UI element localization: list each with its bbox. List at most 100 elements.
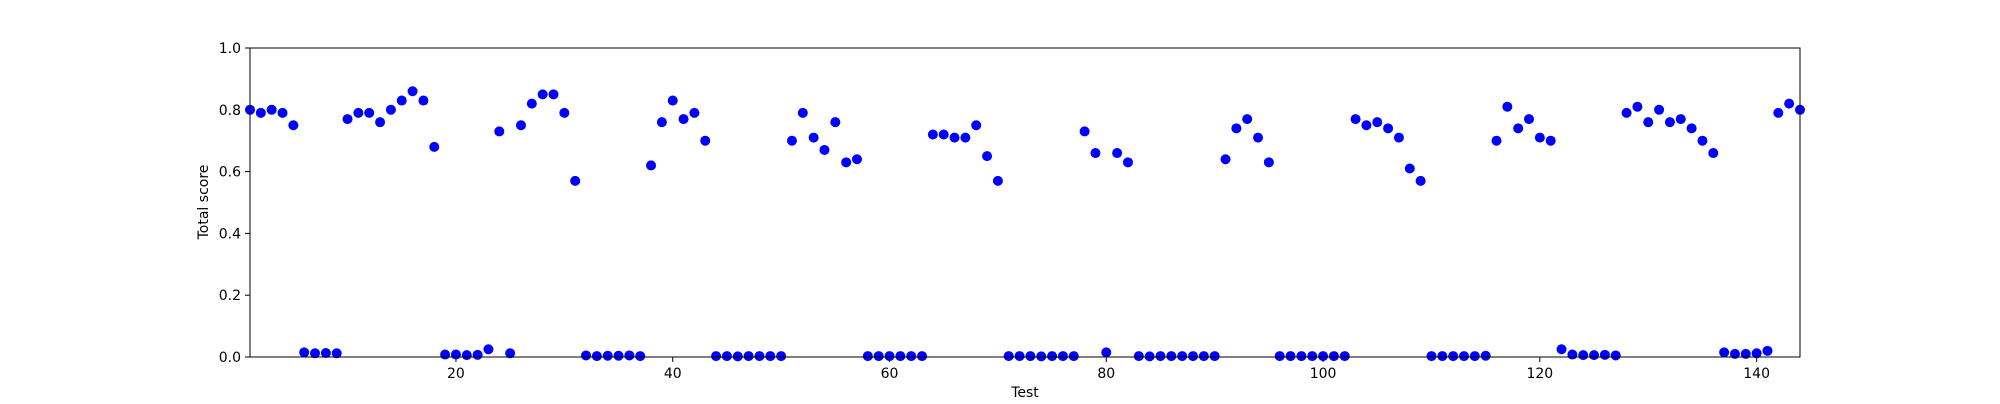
- data-point: [1014, 351, 1025, 362]
- y-axis-label: Total score: [196, 165, 212, 241]
- data-point: [960, 132, 971, 143]
- data-point: [754, 351, 765, 362]
- data-point: [461, 350, 472, 361]
- data-point: [1057, 351, 1068, 362]
- data-point: [1339, 351, 1350, 362]
- data-point: [1502, 101, 1513, 112]
- data-point: [537, 89, 548, 100]
- data-point: [765, 351, 776, 362]
- data-point: [1003, 351, 1014, 362]
- data-point: [971, 120, 982, 131]
- data-point: [1263, 157, 1274, 168]
- data-point: [1643, 117, 1654, 128]
- data-point: [646, 160, 657, 171]
- data-point: [949, 132, 960, 143]
- data-point: [895, 351, 906, 362]
- data-point: [494, 126, 505, 137]
- data-point: [1480, 350, 1491, 361]
- data-point: [591, 351, 602, 362]
- data-point: [1350, 114, 1361, 125]
- data-point: [1188, 351, 1199, 362]
- data-point: [1122, 157, 1133, 168]
- data-point: [1177, 351, 1188, 362]
- data-point: [1632, 101, 1643, 112]
- data-point: [1784, 98, 1795, 109]
- y-tick-label: 0.4: [219, 226, 241, 242]
- data-point: [1599, 349, 1610, 360]
- y-tick-label: 0.8: [219, 103, 241, 119]
- data-point: [450, 349, 461, 360]
- x-tick-label: 140: [1743, 366, 1770, 382]
- data-point: [906, 351, 917, 362]
- x-tick-label: 40: [664, 366, 682, 382]
- data-point: [1025, 351, 1036, 362]
- data-point: [581, 350, 592, 361]
- data-point: [429, 141, 440, 152]
- data-point: [505, 348, 516, 359]
- data-point: [1328, 351, 1339, 362]
- data-point: [266, 104, 277, 115]
- data-point: [667, 95, 678, 106]
- data-point: [1036, 351, 1047, 362]
- data-point: [375, 117, 386, 128]
- y-tick-label: 0.0: [219, 350, 241, 366]
- data-point: [1524, 114, 1535, 125]
- data-point: [873, 351, 884, 362]
- data-point: [851, 154, 862, 165]
- data-point: [559, 107, 570, 118]
- data-point: [255, 107, 266, 118]
- x-axis-label: Test: [1010, 385, 1039, 400]
- y-tick-label: 1.0: [219, 41, 241, 57]
- data-point: [1220, 154, 1231, 165]
- data-point: [1437, 351, 1448, 362]
- data-point: [992, 175, 1003, 186]
- data-point: [1513, 123, 1524, 134]
- data-point: [1047, 351, 1058, 362]
- data-point: [385, 104, 396, 115]
- data-point: [602, 350, 613, 361]
- data-point: [884, 351, 895, 362]
- plot-frame: [249, 47, 1801, 358]
- data-point: [1415, 175, 1426, 186]
- data-point: [635, 351, 646, 362]
- data-point: [1556, 344, 1567, 355]
- data-point: [819, 144, 830, 155]
- data-point: [743, 351, 754, 362]
- data-point: [1426, 351, 1437, 362]
- data-point: [277, 107, 288, 118]
- data-point: [1762, 345, 1773, 356]
- data-point: [1751, 348, 1762, 359]
- data-point: [830, 117, 841, 128]
- data-point: [1383, 123, 1394, 134]
- data-point: [624, 350, 635, 361]
- data-point: [797, 107, 808, 118]
- data-point: [1307, 351, 1318, 362]
- data-point: [1578, 350, 1589, 361]
- data-point: [862, 351, 873, 362]
- data-point: [678, 114, 689, 125]
- data-point: [656, 117, 667, 128]
- data-point: [1231, 123, 1242, 134]
- data-point: [396, 95, 407, 106]
- data-point: [1773, 107, 1784, 118]
- axis-ticks: 20 40 60 80 100 120 140 0.0 0.2 0.4 0.6 0.8 1.0: [219, 41, 1770, 382]
- data-point: [1079, 126, 1090, 137]
- data-point: [786, 135, 797, 146]
- data-point: [570, 175, 581, 186]
- data-point: [1144, 351, 1155, 362]
- data-point: [342, 114, 353, 125]
- data-point: [711, 351, 722, 362]
- data-point: [1675, 114, 1686, 125]
- data-point: [1491, 135, 1502, 146]
- data-point: [418, 95, 429, 106]
- data-point: [1166, 351, 1177, 362]
- data-point: [1458, 351, 1469, 362]
- data-point: [1296, 351, 1307, 362]
- data-point: [1740, 348, 1751, 359]
- data-point: [310, 348, 321, 359]
- data-point: [320, 347, 331, 358]
- data-point: [440, 349, 451, 360]
- data-point: [1654, 104, 1665, 115]
